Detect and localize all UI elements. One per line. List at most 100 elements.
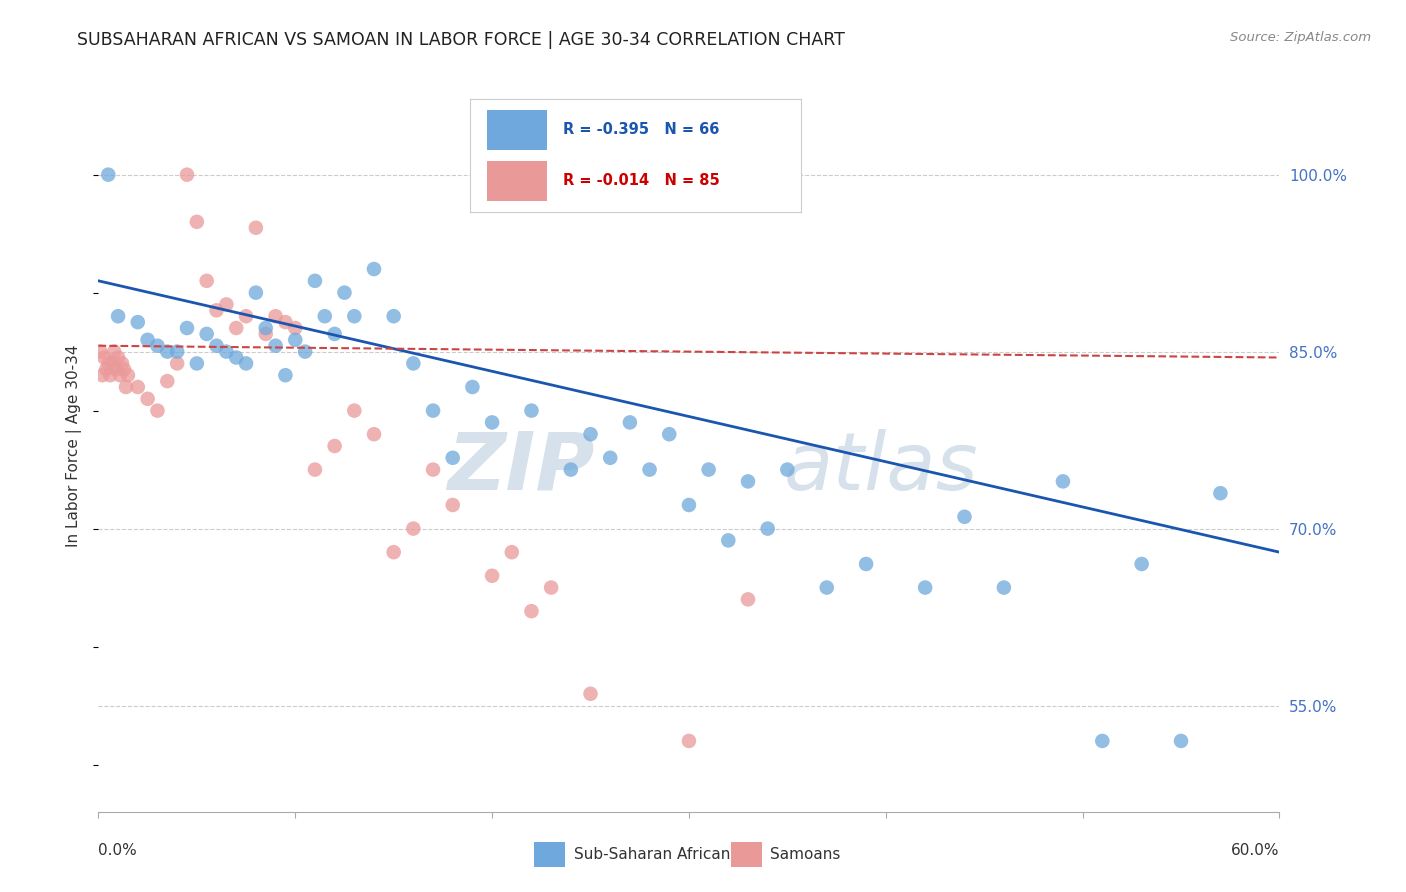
Point [176,168,198,182]
Point [323,439,346,453]
Point [579,687,602,701]
Point [441,450,464,465]
Point [156,344,179,359]
Point [136,333,159,347]
Point [91,368,114,383]
Point [1209,486,1232,500]
Point [284,321,307,335]
Point [225,321,247,335]
Point [855,557,877,571]
Point [215,297,238,311]
Point [146,339,169,353]
Point [205,303,228,318]
Point [304,274,326,288]
Point [815,581,838,595]
Point [146,403,169,417]
Point [953,509,976,524]
Point [501,545,523,559]
Text: atlas: atlas [783,429,979,507]
Point [402,356,425,370]
Text: Samoans: Samoans [770,847,841,862]
Point [245,220,267,235]
Point [363,262,385,277]
Point [195,326,218,341]
Point [284,333,307,347]
Point [235,356,257,370]
Point [914,581,936,595]
Point [333,285,356,300]
Point [678,734,700,748]
Point [136,392,159,406]
Point [294,344,316,359]
Point [215,344,238,359]
Point [195,274,218,288]
Point [245,285,267,300]
Text: 0.0%: 0.0% [98,843,138,858]
Point [343,403,366,417]
Text: Sub-Saharan Africans: Sub-Saharan Africans [574,847,738,862]
Y-axis label: In Labor Force | Age 30-34: In Labor Force | Age 30-34 [66,344,83,548]
Point [274,368,297,383]
Point [402,522,425,536]
Point [343,310,366,324]
Point [461,380,484,394]
Point [717,533,740,548]
Point [156,374,179,388]
Point [264,339,287,353]
Point [737,475,759,489]
Point [441,498,464,512]
Point [89,344,111,359]
Point [1170,734,1192,748]
Point [166,344,188,359]
Point [235,310,257,324]
Point [481,568,503,582]
Point [205,339,228,353]
Point [540,581,562,595]
Point [107,351,129,365]
Point [111,356,134,370]
Point [176,321,198,335]
Text: ZIP: ZIP [447,429,595,507]
Point [96,362,118,376]
Point [254,326,277,341]
Point [599,450,621,465]
Point [481,416,503,430]
Point [101,356,124,370]
Point [638,462,661,476]
Point [993,581,1015,595]
Point [579,427,602,442]
Point [127,315,149,329]
Point [382,310,405,324]
Point [776,462,799,476]
Point [1052,475,1074,489]
Point [97,168,120,182]
Point [186,356,208,370]
Point [756,522,779,536]
Point [117,368,139,383]
Point [1091,734,1114,748]
Point [186,215,208,229]
Point [103,344,125,359]
Point [254,321,277,335]
Point [314,310,336,324]
Point [264,310,287,324]
Point [678,498,700,512]
Point [422,403,444,417]
Point [382,545,405,559]
Point [107,310,129,324]
Point [560,462,582,476]
Point [115,380,138,394]
Point [112,362,135,376]
Point [737,592,759,607]
Point [323,326,346,341]
Point [97,356,120,370]
Text: SUBSAHARAN AFRICAN VS SAMOAN IN LABOR FORCE | AGE 30-34 CORRELATION CHART: SUBSAHARAN AFRICAN VS SAMOAN IN LABOR FO… [77,31,845,49]
Point [105,362,128,376]
Point [108,368,131,383]
Text: Source: ZipAtlas.com: Source: ZipAtlas.com [1230,31,1371,45]
Point [98,368,121,383]
Point [166,356,188,370]
Point [363,427,385,442]
Point [619,416,641,430]
Text: 60.0%: 60.0% [1232,843,1279,858]
